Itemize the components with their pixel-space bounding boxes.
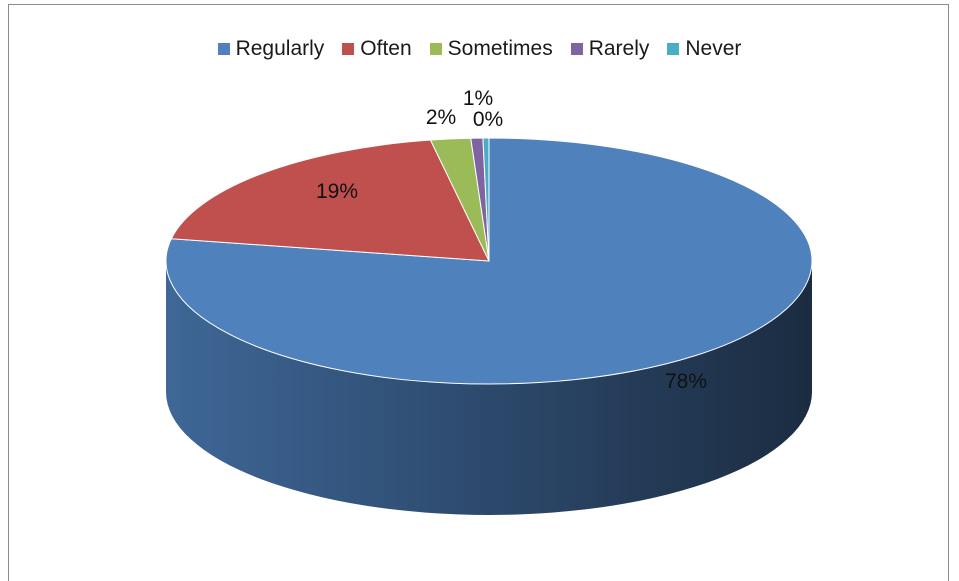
legend-item-regularly: Regularly <box>217 37 325 61</box>
legend-swatch-sometimes <box>429 43 442 55</box>
legend-label-rarely: Rarely <box>588 37 650 60</box>
data-label-regularly: 78% <box>665 370 707 393</box>
legend-swatch-often <box>342 43 355 55</box>
legend-label-never: Never <box>685 37 742 60</box>
legend-swatch-regularly <box>217 43 230 55</box>
pie-slice-often <box>170 139 490 262</box>
data-label-often: 19% <box>316 180 358 203</box>
legend-label-sometimes: Sometimes <box>447 37 553 60</box>
legend-label-often: Often <box>360 37 412 60</box>
pie-slice-never <box>482 137 490 262</box>
legend-item-often: Often <box>342 37 412 61</box>
data-label-rarely: 1% <box>463 87 493 110</box>
legend-item-never: Never <box>667 37 741 61</box>
data-label-sometimes: 2% <box>426 106 456 129</box>
legend-item-sometimes: Sometimes <box>429 37 553 61</box>
legend-label-regularly: Regularly <box>235 37 325 60</box>
legend-swatch-never <box>667 43 680 55</box>
legend: Regularly Often Sometimes Rarely Never <box>0 36 959 62</box>
legend-swatch-rarely <box>570 43 583 55</box>
pie-side-wall <box>166 261 812 515</box>
legend-item-rarely: Rarely <box>570 37 650 61</box>
data-label-never: 0% <box>473 108 503 131</box>
